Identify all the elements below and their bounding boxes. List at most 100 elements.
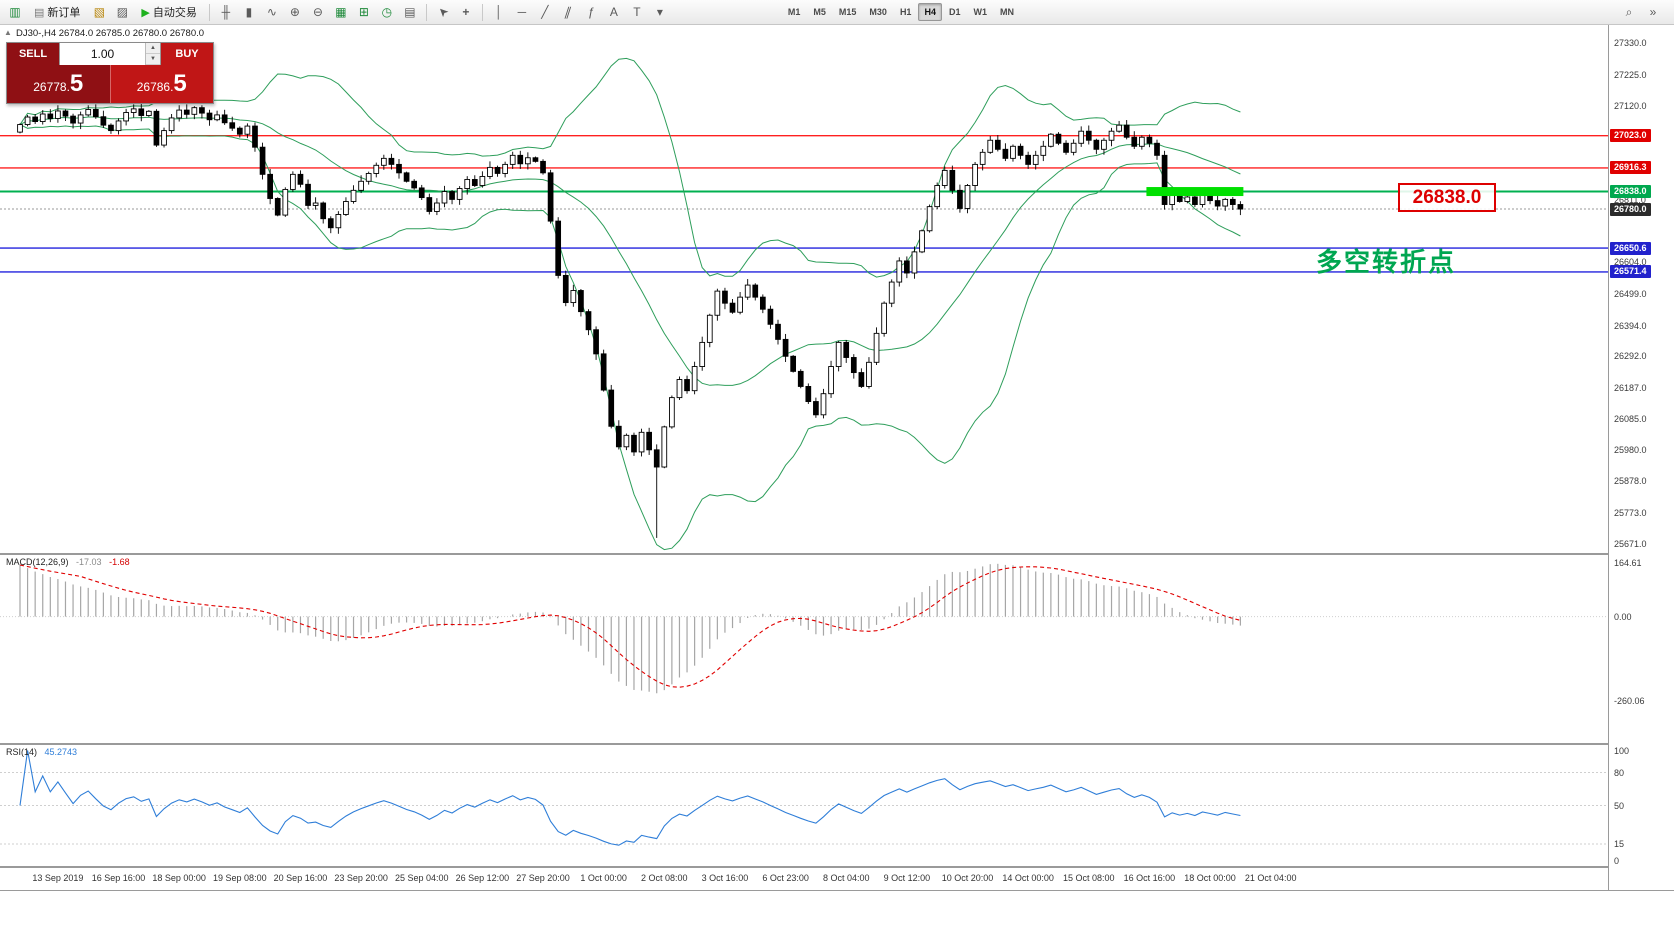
price-level-chip: 26916.3 xyxy=(1610,161,1651,175)
buy-price[interactable]: 26786. 5 xyxy=(109,65,213,103)
search-icon[interactable]: ⌕ xyxy=(1625,4,1633,19)
line-chart-icon[interactable]: ∿ xyxy=(266,5,277,19)
zoom-in-icon[interactable]: ⊕ xyxy=(289,5,300,19)
toolbar-separator xyxy=(425,3,427,21)
time-axis-label: 26 Sep 12:00 xyxy=(455,873,510,883)
macd-canvas[interactable] xyxy=(0,555,1608,743)
timeframe-m15[interactable]: M15 xyxy=(833,3,863,21)
time-axis-label: 10 Oct 20:00 xyxy=(941,873,994,883)
channel-icon[interactable]: ∥ xyxy=(562,5,574,19)
periods-icon[interactable]: ◷ xyxy=(381,5,393,19)
zoom-out-icon[interactable]: ⊖ xyxy=(312,5,323,19)
vertical-line-icon[interactable]: │ xyxy=(495,5,503,19)
axis-label: 27120.0 xyxy=(1614,101,1647,112)
timeframe-h1[interactable]: H1 xyxy=(894,3,918,21)
one-click-collapse-icon[interactable]: ▲ xyxy=(4,28,12,37)
trendline-icon[interactable]: ╱ xyxy=(541,5,549,19)
time-axis-label: 19 Sep 08:00 xyxy=(213,873,267,883)
chart-symbol-ohlc-label: DJ30-,H4 26784.0 26785.0 26780.0 26780.0 xyxy=(16,28,205,39)
time-axis-separator xyxy=(0,866,1674,868)
new-order-label: 新订单 xyxy=(47,7,81,19)
price-level-chip: 26650.6 xyxy=(1610,241,1651,255)
sell-price-small: 26778. xyxy=(33,80,70,94)
timeframe-m1[interactable]: M1 xyxy=(782,3,807,21)
axis-label: 26187.0 xyxy=(1614,382,1647,393)
price-level-annotation-box[interactable]: 26838.0 xyxy=(1398,183,1496,212)
profiles-icon[interactable]: ▧ xyxy=(93,5,106,19)
time-axis-label: 23 Sep 20:00 xyxy=(334,873,388,883)
time-axis-label: 9 Oct 12:00 xyxy=(883,873,931,883)
volume-spinner: ▲ ▼ xyxy=(145,43,160,65)
crosshair-icon[interactable]: + xyxy=(462,5,470,19)
toolbar-overflow-icon[interactable]: » xyxy=(1649,5,1657,19)
indicators-icon[interactable]: ⊞ xyxy=(358,5,369,19)
autotrading-label: 自动交易 xyxy=(152,7,197,19)
axis-label: 26292.0 xyxy=(1614,351,1647,362)
fibonacci-icon[interactable]: ƒ xyxy=(587,5,595,19)
time-axis-label: 16 Sep 16:00 xyxy=(91,873,146,883)
pivot-point-text[interactable]: 多空转折点 xyxy=(1316,247,1457,277)
macd-label: MACD(12,26,9) -17.03 -1.68 xyxy=(6,557,130,567)
time-axis-label: 20 Sep 16:00 xyxy=(273,873,328,883)
text-icon[interactable]: A xyxy=(609,5,618,19)
axis-label: 0 xyxy=(1614,855,1620,866)
axis-label: 15 xyxy=(1614,839,1625,849)
timeframe-mn[interactable]: MN xyxy=(994,3,1020,21)
horizontal-line-icon[interactable]: ─ xyxy=(517,5,527,19)
sell-price[interactable]: 26778. 5 xyxy=(7,65,110,103)
time-axis-label: 18 Oct 00:00 xyxy=(1184,873,1236,883)
order-form-icon: ▤ xyxy=(34,6,45,19)
main-toolbar: ▥ ▤ 新订单 ▧ ▨ ▶ 自动交易 ╫ ▮ ∿ ⊕ ⊖ ▦ ⊞ ◷ ▤ ➤ +… xyxy=(0,0,1674,25)
window-bottom-border xyxy=(0,890,1674,891)
price-level-chip: 27023.0 xyxy=(1610,129,1651,143)
price-axis[interactable]: 27330.0 27225.0 27120.0 26811.0 26604.0 26499… xyxy=(1608,25,1674,890)
time-axis[interactable]: 13 Sep 2019 16 Sep 16:00 18 Sep 00:00 19 Se… xyxy=(0,868,1608,890)
axis-label: 27225.0 xyxy=(1614,69,1647,80)
rsi-name: RSI(14) xyxy=(6,747,38,757)
volume-down-button[interactable]: ▼ xyxy=(146,54,160,65)
volume-input[interactable] xyxy=(60,43,145,65)
time-axis-label: 16 Oct 16:00 xyxy=(1123,873,1176,883)
sell-price-big: 5 xyxy=(69,70,84,97)
cursor-icon[interactable]: ➤ xyxy=(434,3,452,21)
candle-chart-icon[interactable]: ▮ xyxy=(245,5,253,19)
price-level-chip: 26838.0 xyxy=(1610,185,1651,199)
timeframe-m5[interactable]: M5 xyxy=(807,3,832,21)
timeframe-d1[interactable]: D1 xyxy=(943,3,967,21)
buy-button[interactable]: BUY xyxy=(161,43,213,65)
new-order-button[interactable]: ▤ 新订单 xyxy=(27,2,87,22)
axis-label: 26811.0 xyxy=(1614,194,1646,205)
price-chart-canvas[interactable] xyxy=(0,25,1608,553)
tile-windows-icon[interactable]: ▦ xyxy=(335,5,347,19)
rsi-canvas[interactable] xyxy=(0,745,1608,866)
axis-label: 25980.0 xyxy=(1614,445,1647,456)
time-axis-label: 1 Oct 00:00 xyxy=(580,873,627,883)
new-chart-icon[interactable]: ▥ xyxy=(9,5,21,19)
macd-window-separator[interactable] xyxy=(0,553,1674,555)
text-label-icon[interactable]: T xyxy=(633,5,641,19)
rsi-window-separator[interactable] xyxy=(0,743,1674,745)
axis-label: 25773.0 xyxy=(1614,507,1647,518)
one-click-trading-panel: SELL ▲ ▼ BUY 26778. 5 26786. 5 xyxy=(6,42,214,104)
data-window-icon[interactable]: ▨ xyxy=(116,5,129,19)
time-axis-label: 15 Oct 08:00 xyxy=(1062,873,1115,883)
shapes-dropdown-icon[interactable]: ▾ xyxy=(656,5,663,19)
time-axis-label: 21 Oct 04:00 xyxy=(1244,873,1297,883)
time-axis-label: 14 Oct 00:00 xyxy=(1002,873,1054,883)
timeframe-h4[interactable]: H4 xyxy=(918,3,942,21)
toolbar-separator xyxy=(481,3,483,21)
timeframe-w1[interactable]: W1 xyxy=(967,3,993,21)
time-axis-label: 3 Oct 16:00 xyxy=(701,873,749,883)
time-axis-label: 25 Sep 04:00 xyxy=(394,873,449,883)
time-axis-label: 13 Sep 2019 xyxy=(32,873,84,883)
templates-icon[interactable]: ▤ xyxy=(404,5,416,19)
toolbar-separator xyxy=(208,3,210,21)
autotrading-button[interactable]: ▶ 自动交易 xyxy=(134,2,203,22)
timeframe-m30[interactable]: M30 xyxy=(863,3,893,21)
autotrading-play-icon: ▶ xyxy=(141,6,150,19)
bar-chart-icon[interactable]: ╫ xyxy=(221,5,231,19)
sell-button[interactable]: SELL xyxy=(7,43,59,65)
volume-up-button[interactable]: ▲ xyxy=(146,43,160,54)
rsi-label: RSI(14) 45.2743 xyxy=(6,747,77,757)
axis-label: 26499.0 xyxy=(1614,288,1647,299)
